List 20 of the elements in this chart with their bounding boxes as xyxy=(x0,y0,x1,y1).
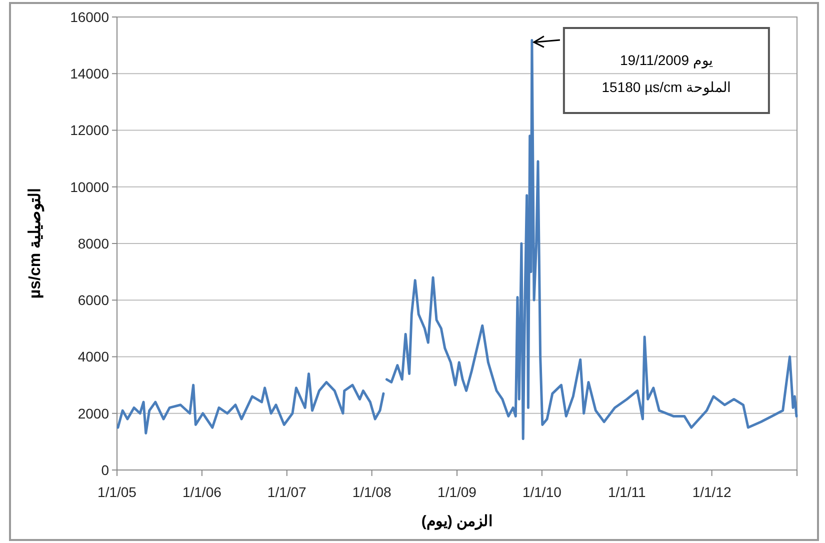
x-axis-title: الزمن (يوم) xyxy=(421,513,493,530)
y-tick-label: 2000 xyxy=(78,405,110,422)
y-tick-label: 14000 xyxy=(70,66,110,82)
y-tick-label: 8000 xyxy=(78,235,110,252)
x-tick-label: 1/1/06 xyxy=(182,484,222,500)
y-tick-label: 4000 xyxy=(78,348,110,365)
x-tick-label: 1/1/12 xyxy=(692,484,732,500)
y-tick-label: 16000 xyxy=(70,8,110,25)
y-tick-label: 6000 xyxy=(78,292,110,308)
x-tick-label: 1/1/07 xyxy=(267,484,307,500)
y-tick-label: 12000 xyxy=(70,122,110,138)
y-axis-title: µs/cm التوصيلية xyxy=(27,188,45,299)
annotation: 19/11/2009 يوم 15180 µs/cm الملوحة xyxy=(602,52,732,96)
x-tick-label: 1/1/08 xyxy=(352,484,392,500)
x-tick-label: 1/1/09 xyxy=(438,484,477,500)
x-tick-label: 1/1/11 xyxy=(608,484,646,500)
y-tick-label: 0 xyxy=(101,462,110,478)
y-tick-label: 10000 xyxy=(70,178,110,195)
x-tick-label: 1/1/10 xyxy=(522,484,562,500)
x-tick-label: 1/1/05 xyxy=(98,484,137,500)
